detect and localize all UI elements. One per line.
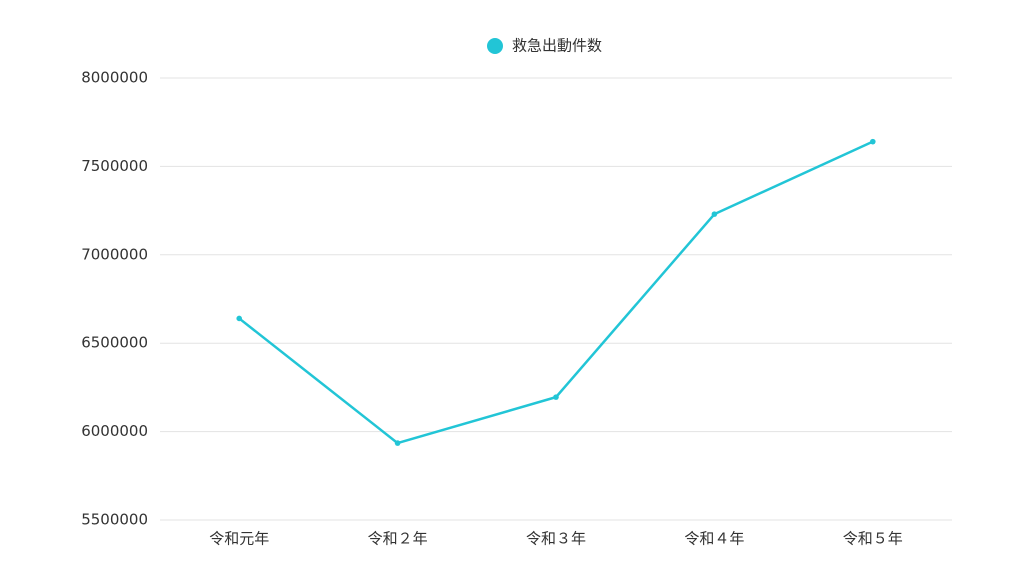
x-tick-label: 令和４年 [684, 530, 744, 548]
data-point [236, 315, 242, 322]
data-point [394, 440, 401, 446]
y-tick-label: 6500000 [81, 334, 148, 352]
y-tick-label: 8000000 [81, 69, 148, 87]
legend-label: 救急出動件数 [512, 37, 602, 55]
x-tick-label: 令和元年 [209, 530, 269, 548]
data-point [870, 138, 876, 145]
x-tick-label: 令和３年 [526, 530, 586, 548]
legend-marker [487, 38, 503, 54]
data-point [711, 211, 718, 217]
y-tick-label: 7000000 [81, 245, 148, 263]
data-point [553, 394, 559, 400]
y-tick-label: 5500000 [81, 511, 148, 529]
y-tick-label: 6000000 [81, 422, 148, 440]
y-tick-label: 7500000 [81, 157, 148, 175]
x-tick-label: 令和５年 [843, 530, 903, 548]
x-tick-label: 令和２年 [368, 530, 428, 548]
